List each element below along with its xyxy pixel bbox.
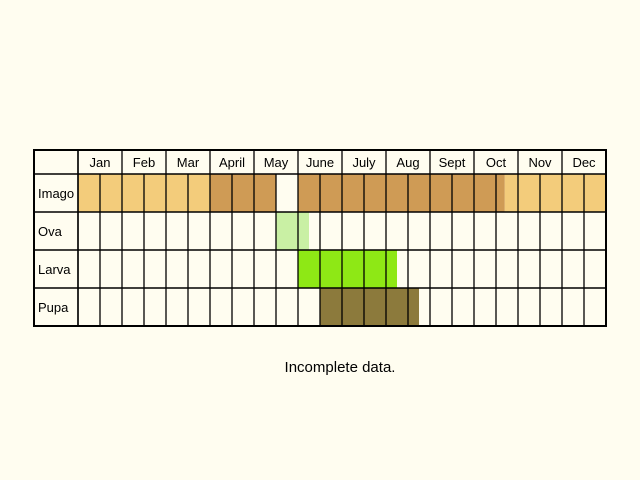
span-ova-0: [276, 212, 309, 250]
month-label: Oct: [486, 155, 507, 170]
month-label: Feb: [133, 155, 155, 170]
month-label: Jan: [90, 155, 111, 170]
month-label: Aug: [396, 155, 419, 170]
stage-label: Imago: [38, 186, 74, 201]
span-imago-2: [298, 174, 505, 212]
month-label: April: [219, 155, 245, 170]
month-label: June: [306, 155, 334, 170]
month-label: Nov: [528, 155, 552, 170]
month-label: May: [264, 155, 289, 170]
month-label: July: [352, 155, 376, 170]
month-label: Mar: [177, 155, 200, 170]
span-larva-0: [298, 250, 397, 288]
stage-label: Pupa: [38, 300, 69, 315]
span-pupa-0: [320, 288, 419, 326]
span-imago-3: [504, 174, 606, 212]
month-label: Sept: [439, 155, 466, 170]
chart-note: Incomplete data.: [284, 359, 396, 376]
stage-label: Ova: [38, 224, 63, 239]
table-border: [33, 149, 607, 327]
month-label: Dec: [572, 155, 596, 170]
stage-label: Larva: [38, 262, 71, 277]
span-imago-1: [210, 174, 276, 212]
